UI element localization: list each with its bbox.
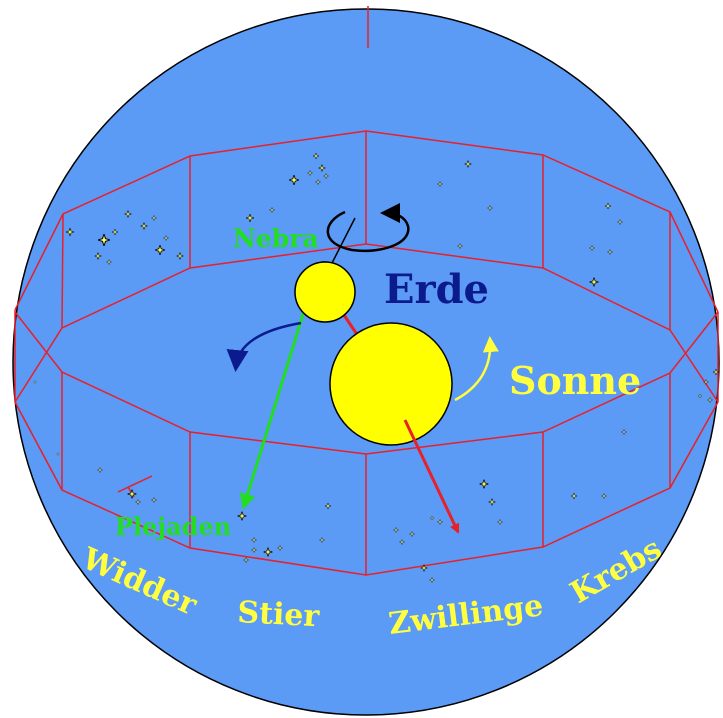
label-erde: Erde <box>384 266 489 313</box>
sun <box>329 322 453 446</box>
label-stier: Stier <box>237 595 322 634</box>
zodiac-band <box>14 130 719 576</box>
label-plejaden: Plejaden <box>115 512 231 541</box>
sun-direction-arrow <box>403 419 460 534</box>
rotation-arrow-icon <box>326 203 410 253</box>
sun-motion-arrow-icon <box>454 336 499 402</box>
earth <box>293 261 356 323</box>
orbit-arrow-icon <box>226 321 302 372</box>
widder-marker <box>117 475 153 493</box>
zodiac-divider <box>61 213 64 329</box>
label-sonne: Sonne <box>509 358 641 403</box>
label-nebra: Nebra <box>233 224 319 253</box>
